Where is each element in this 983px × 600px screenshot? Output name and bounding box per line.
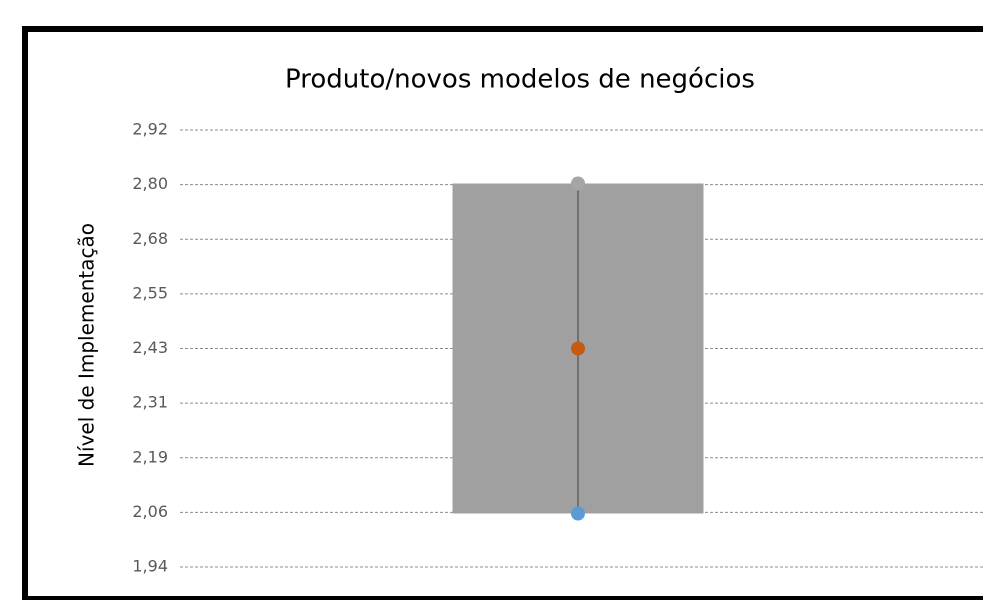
y-tick-label: 2,68 — [132, 229, 168, 248]
y-tick-label: 2,06 — [132, 502, 168, 521]
y-tick-label: 2,19 — [132, 447, 168, 466]
y-tick-label: 1,94 — [132, 557, 168, 576]
point — [571, 341, 585, 356]
y-tick-label: 2,55 — [132, 283, 168, 302]
point — [571, 506, 585, 521]
y-axis-label: Nível de Implementação — [75, 223, 99, 467]
y-tick-label: 2,92 — [132, 120, 168, 139]
y-tick-label: 2,31 — [132, 393, 168, 412]
y-tick-label: 2,80 — [132, 174, 168, 193]
y-tick-label: 2,43 — [132, 338, 168, 357]
point — [571, 176, 585, 191]
chart-title: Produto/novos modelos de negócios — [285, 65, 755, 95]
